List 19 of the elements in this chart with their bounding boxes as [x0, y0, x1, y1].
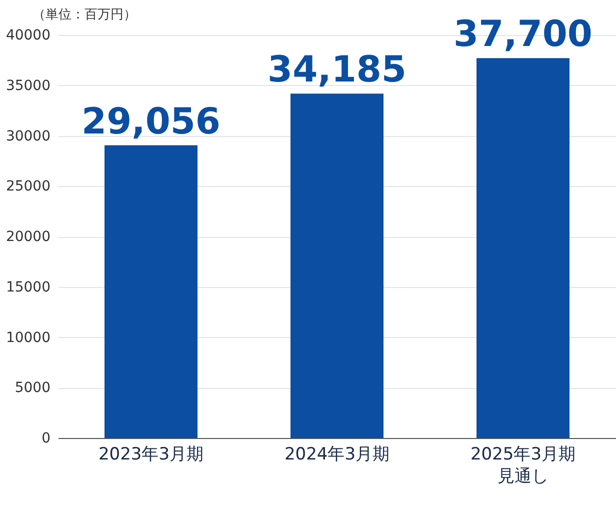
bar — [104, 145, 198, 438]
y-axis-title: （単位：百万円） — [32, 8, 136, 22]
bar — [476, 58, 570, 438]
y-tick-label: 20000 — [6, 229, 50, 245]
bar — [290, 94, 384, 438]
y-tick-label: 10000 — [6, 330, 50, 346]
data-label: 37,700 — [454, 14, 592, 56]
x-tick-label: 2023年3月期 — [98, 444, 204, 464]
x-tick-label: 2024年3月期 — [284, 444, 390, 464]
y-tick-label: 0 — [42, 430, 50, 446]
y-tick-label: 40000 — [6, 28, 50, 44]
y-tick-label: 5000 — [14, 380, 50, 396]
y-tick-label: 30000 — [6, 128, 50, 144]
data-label: 34,185 — [268, 50, 406, 91]
y-tick-label: 15000 — [6, 279, 50, 296]
data-label: 29,056 — [82, 101, 220, 142]
y-tick-label: 25000 — [6, 178, 50, 195]
x-tick-label: 2025年3月期見通し — [470, 444, 576, 486]
y-tick-label: 35000 — [6, 78, 50, 94]
